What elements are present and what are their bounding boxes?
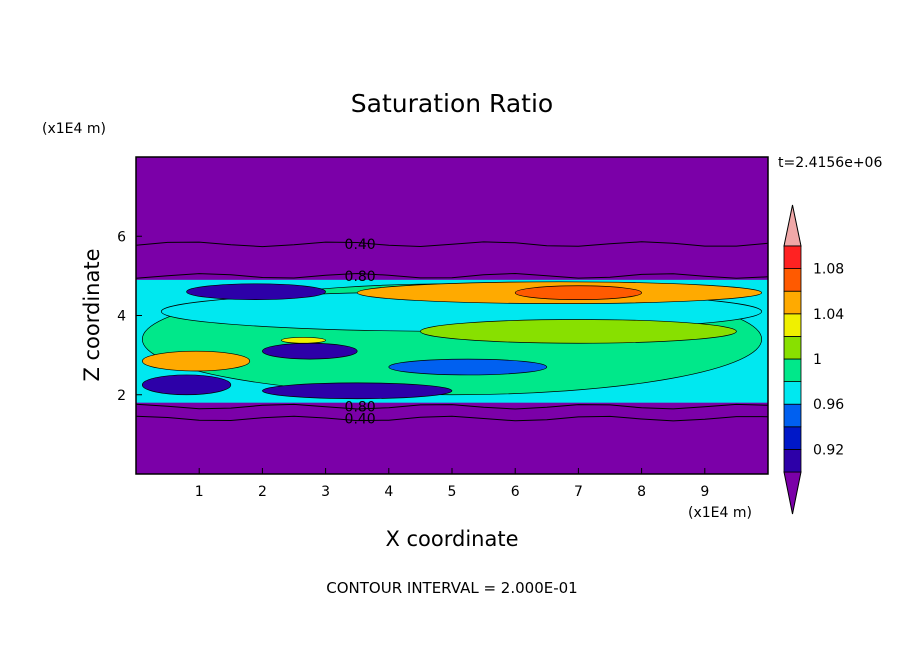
colorbar-band-6: [783, 313, 802, 337]
colorbar-band-1: [783, 426, 802, 450]
colorbar-label-2: 1: [813, 352, 822, 368]
x-tick-label-2: 3: [321, 484, 330, 500]
value-region-10: [388, 358, 548, 376]
chart-title: Saturation Ratio: [351, 89, 553, 118]
x-tick-label-6: 7: [574, 484, 583, 500]
value-region-8: [141, 374, 232, 396]
contour-lines: [136, 241, 768, 422]
plot-area: [136, 157, 768, 474]
colorbar-band-0: [783, 448, 802, 473]
contour-label-2: 0.80: [345, 400, 376, 416]
y-axis-ticks: 2 4 6: [117, 229, 142, 404]
colorbar-band-5: [783, 335, 802, 360]
contour-label-3: 0.40: [345, 412, 376, 428]
value-region-7: [281, 336, 326, 344]
x-tick-label-4: 5: [448, 484, 457, 500]
value-region-6: [141, 350, 251, 372]
colorbar-band-9: [783, 245, 802, 270]
y-tick-label-1: 4: [117, 309, 126, 325]
contour-line-1: [136, 272, 768, 279]
colorbar-band-8: [783, 268, 802, 292]
colorbar-top-arrow: [783, 204, 802, 247]
y-tick-label-2: 6: [117, 229, 126, 245]
value-region-11: [420, 319, 737, 344]
y-tick-label-0: 2: [117, 388, 126, 404]
colorbar: 0.92 0.96 1 1.04 1.08: [783, 204, 844, 515]
colorbar-band-2: [783, 403, 802, 428]
value-region-3: [514, 285, 642, 300]
contour-labels: 0.400.800.800.40: [345, 237, 376, 427]
value-region-4: [186, 283, 326, 301]
colorbar-band-4: [783, 358, 802, 383]
x-axis-label: X coordinate: [385, 527, 518, 551]
x-tick-label-1: 2: [258, 484, 267, 500]
value-region-5: [262, 342, 358, 360]
x-unit-label: (x1E4 m): [688, 505, 752, 521]
value-region-9: [262, 382, 453, 400]
colorbar-label-4: 1.08: [813, 262, 844, 278]
x-tick-label-5: 6: [511, 484, 520, 500]
colorbar-band-7: [783, 290, 802, 315]
colorbar-label-1: 0.96: [813, 397, 844, 413]
value-regions: [141, 281, 763, 400]
contour-line-0: [136, 241, 768, 248]
x-tick-label-7: 8: [637, 484, 646, 500]
x-axis-ticks: 1 2 3 4 5 6 7 8 9: [195, 468, 709, 500]
time-label: t=2.4156e+06: [778, 155, 882, 171]
colorbar-label-0: 0.92: [813, 442, 844, 458]
contour-label-0: 0.40: [345, 237, 376, 253]
x-tick-label-8: 9: [700, 484, 709, 500]
colorbar-label-3: 1.04: [813, 307, 844, 323]
contour-interval-label: CONTOUR INTERVAL = 2.000E-01: [326, 579, 577, 597]
contour-label-1: 0.80: [345, 269, 376, 285]
x-tick-label-0: 1: [195, 484, 204, 500]
colorbar-bottom-arrow: [783, 471, 802, 515]
y-axis-label: Z coordinate: [80, 248, 104, 381]
x-tick-label-3: 4: [384, 484, 393, 500]
y-unit-label: (x1E4 m): [42, 121, 106, 137]
contour-line-3: [136, 415, 768, 422]
contour-line-2: [136, 403, 768, 410]
colorbar-band-3: [783, 381, 802, 405]
